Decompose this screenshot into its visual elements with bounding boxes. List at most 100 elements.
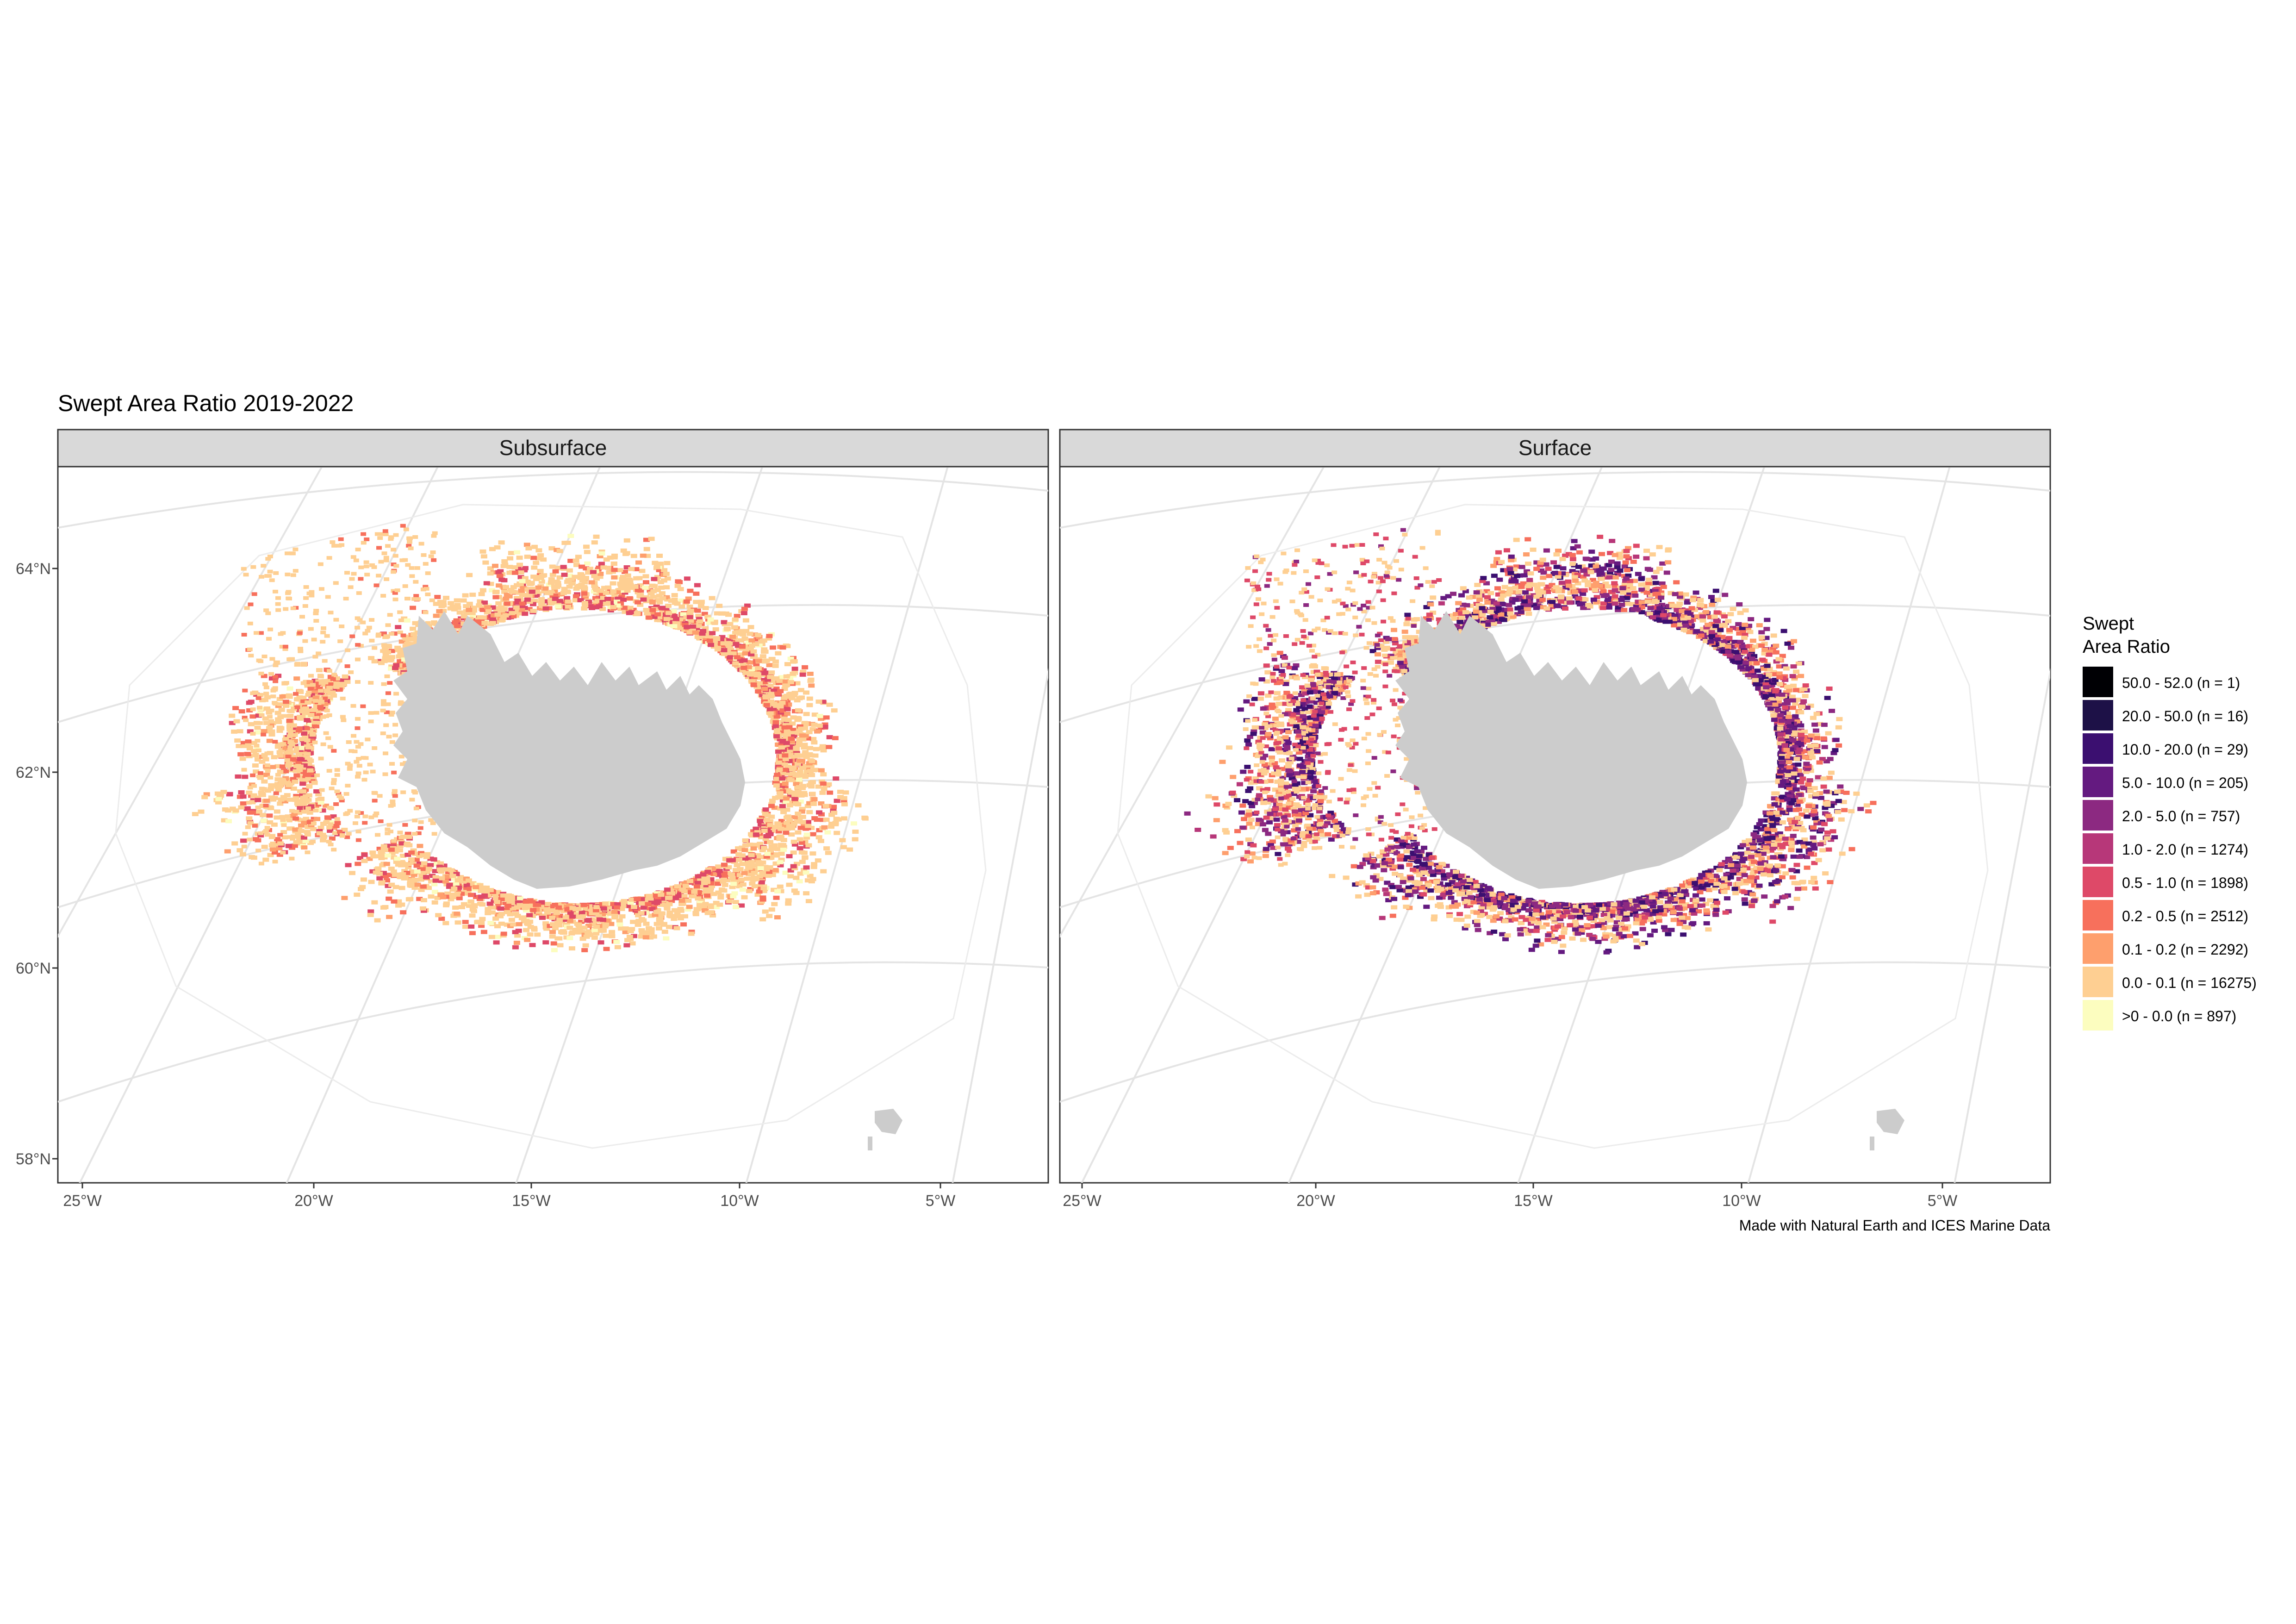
cell — [309, 739, 316, 743]
cell — [596, 604, 603, 608]
cell — [786, 824, 793, 829]
cell — [688, 893, 695, 898]
cell — [291, 706, 298, 711]
cell — [763, 703, 770, 707]
cell — [420, 587, 426, 592]
cell — [603, 947, 610, 951]
cell — [1788, 645, 1794, 650]
cell — [260, 818, 267, 823]
cell — [687, 608, 694, 613]
cell — [666, 924, 672, 929]
cell — [591, 574, 598, 578]
cell — [777, 806, 784, 811]
cell — [813, 747, 820, 751]
cell — [313, 808, 319, 812]
cell — [631, 905, 637, 909]
cell — [276, 725, 283, 730]
cell — [583, 566, 590, 571]
cell — [351, 734, 356, 738]
cell — [764, 851, 771, 856]
cell — [286, 596, 292, 600]
cell — [582, 603, 589, 607]
cell — [256, 809, 263, 814]
cell — [796, 846, 803, 850]
cell — [805, 820, 811, 824]
cell — [827, 790, 834, 795]
cell — [533, 575, 540, 579]
cell — [311, 821, 317, 825]
cell — [703, 876, 710, 880]
cell — [286, 686, 293, 691]
cell — [806, 703, 813, 707]
cell — [747, 646, 754, 651]
cell — [413, 806, 419, 811]
cell — [290, 787, 297, 791]
cell — [341, 718, 347, 722]
cell — [324, 714, 330, 718]
cell — [487, 904, 494, 908]
cell — [614, 603, 621, 608]
cell — [588, 907, 595, 912]
cell — [852, 837, 859, 842]
cell — [1249, 851, 1256, 856]
cell — [382, 652, 389, 657]
cell — [426, 867, 433, 871]
cell — [367, 762, 373, 767]
cell — [268, 843, 275, 848]
cell — [832, 821, 839, 825]
cell — [732, 661, 739, 666]
cell — [640, 906, 647, 910]
cell — [229, 721, 236, 725]
cell — [779, 779, 786, 783]
cell — [739, 644, 746, 649]
cell — [826, 702, 833, 707]
cell — [759, 848, 766, 852]
cell — [356, 764, 362, 768]
cell — [386, 735, 392, 739]
cell — [407, 897, 414, 901]
cell — [421, 861, 428, 866]
cell — [704, 869, 711, 874]
cell — [501, 589, 508, 594]
cell — [340, 696, 346, 700]
cell — [633, 567, 640, 571]
cell — [749, 669, 756, 674]
cell — [542, 925, 549, 930]
cell — [648, 591, 655, 596]
cell — [198, 809, 205, 814]
cell — [406, 543, 412, 548]
cell — [271, 822, 278, 827]
cell — [698, 604, 704, 608]
cell — [757, 862, 764, 867]
cell — [556, 575, 563, 580]
cell — [1593, 556, 1599, 561]
cell — [438, 879, 445, 883]
cell — [1274, 780, 1281, 784]
cell — [810, 737, 817, 741]
cell — [756, 889, 763, 894]
cell — [299, 781, 306, 786]
cell — [741, 658, 748, 662]
cell — [291, 812, 298, 816]
cell — [392, 591, 398, 595]
cell — [797, 825, 804, 830]
cell — [783, 796, 790, 801]
cell — [656, 615, 663, 619]
cell — [325, 595, 331, 599]
cell — [751, 632, 758, 637]
cell — [711, 639, 718, 644]
cell — [523, 908, 529, 912]
cell — [301, 741, 307, 746]
cell — [747, 625, 754, 630]
cell — [792, 775, 799, 780]
cell — [518, 608, 525, 612]
cell — [764, 677, 771, 682]
cell — [784, 712, 791, 716]
cell — [261, 779, 268, 784]
cell — [389, 655, 396, 659]
cell — [241, 768, 247, 772]
cell — [229, 713, 236, 718]
cell — [642, 935, 649, 940]
cell — [305, 777, 311, 781]
cell — [626, 935, 633, 939]
